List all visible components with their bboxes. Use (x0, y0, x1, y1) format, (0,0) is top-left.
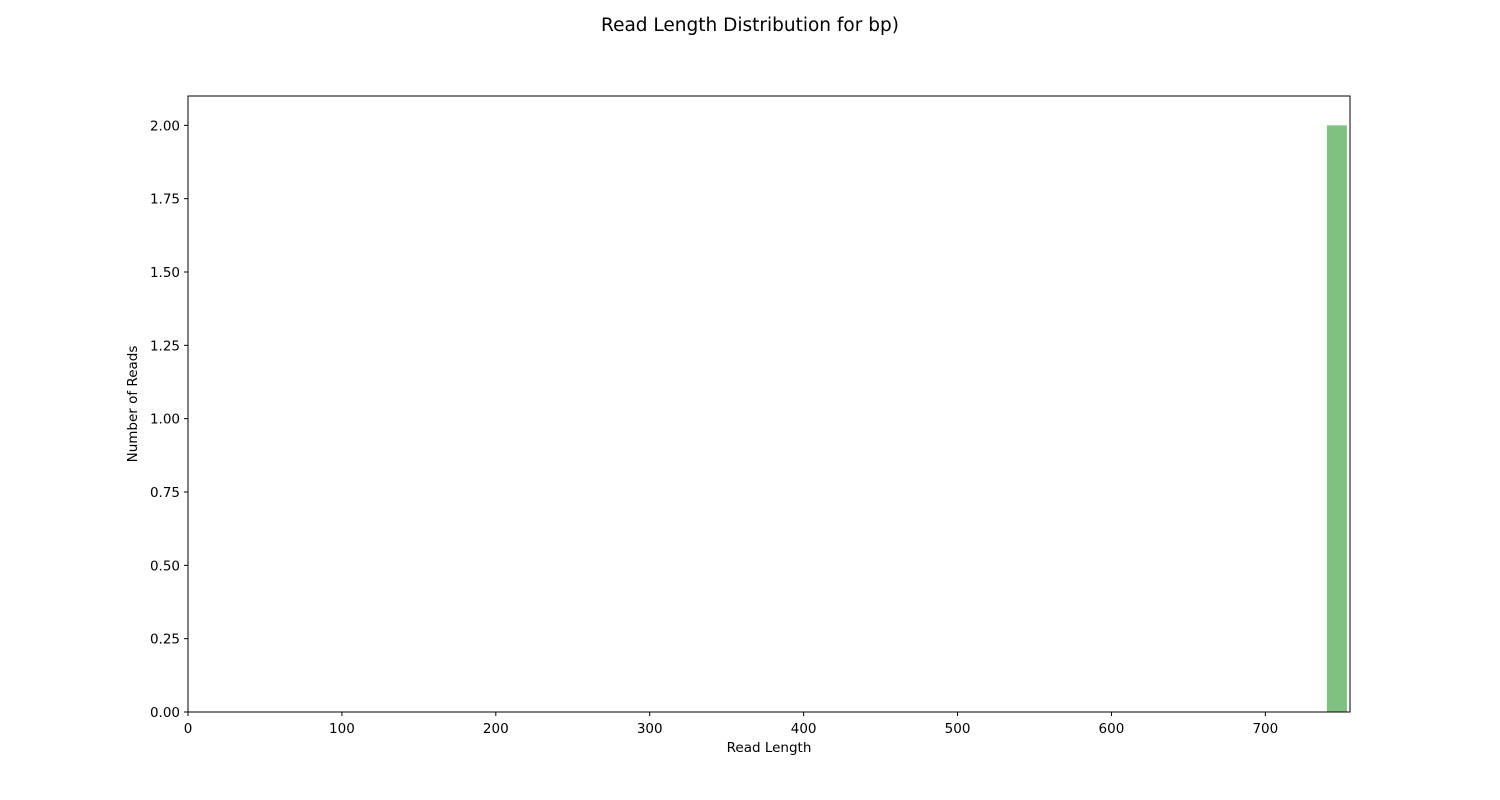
x-tick-label: 700 (1252, 721, 1278, 737)
x-tick-label: 200 (483, 721, 509, 737)
y-tick-label: 1.75 (150, 192, 180, 208)
y-tick-label: 1.00 (150, 412, 180, 428)
x-tick-label: 300 (637, 721, 663, 737)
y-axis-label: Number of Reads (125, 346, 141, 463)
x-axis-ticks: 0 100 200 300 400 500 600 700 (184, 712, 1278, 737)
histogram-bar (1326, 125, 1347, 713)
x-tick-label: 100 (329, 721, 355, 737)
y-tick-label: 1.50 (150, 265, 180, 281)
bars-group (1326, 125, 1347, 713)
y-tick-label: 0.25 (150, 632, 180, 648)
y-tick-label: 0.00 (150, 705, 180, 721)
y-axis-ticks: 0.00 0.25 0.50 0.75 1.00 1.25 1.50 1.75 2.00 (150, 118, 188, 721)
y-tick-label: 1.25 (150, 338, 180, 354)
x-axis-label: Read Length (727, 740, 812, 756)
plot-frame (187, 95, 1351, 713)
y-tick-label: 2.00 (150, 118, 180, 134)
x-tick-label: 500 (945, 721, 971, 737)
y-tick-label: 0.75 (150, 485, 180, 501)
chart-title: Read Length Distribution for bp) (601, 15, 899, 36)
x-tick-label: 400 (791, 721, 817, 737)
x-tick-label: 600 (1099, 721, 1125, 737)
x-tick-label: 0 (184, 721, 193, 737)
y-tick-label: 0.50 (150, 558, 180, 574)
